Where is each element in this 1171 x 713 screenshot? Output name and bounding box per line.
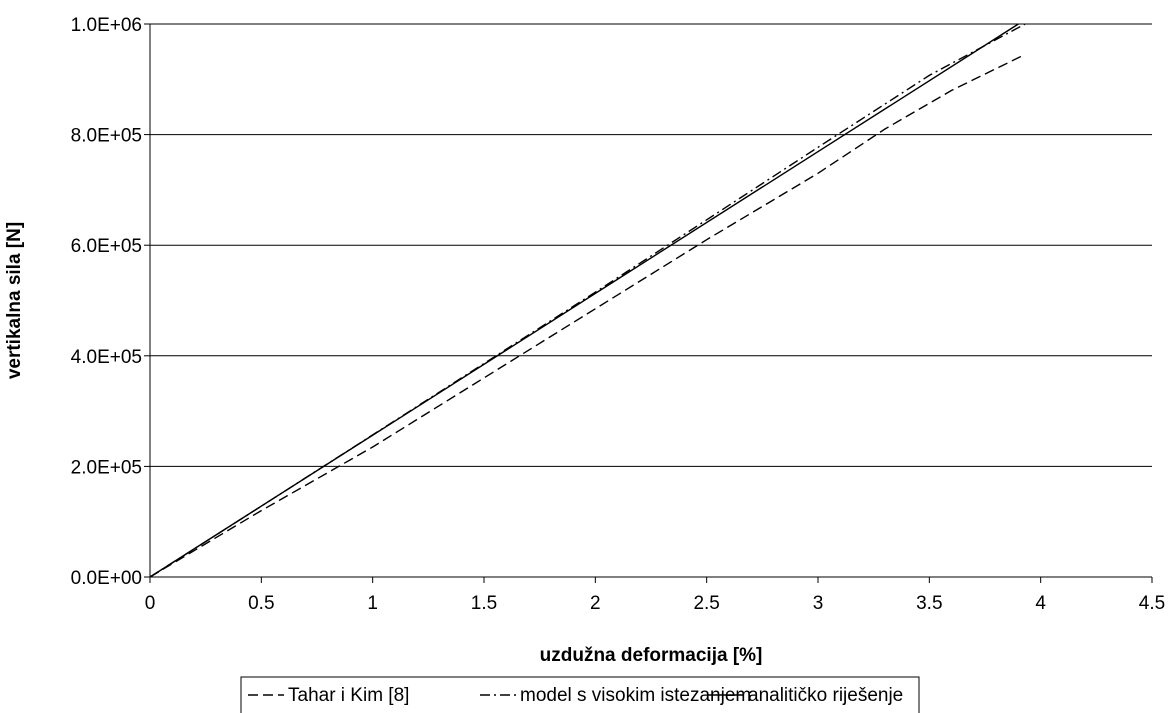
axes xyxy=(144,23,1153,583)
y-tick-label: 1.0E+06 xyxy=(71,15,142,36)
y-tick-label: 0.0E+00 xyxy=(71,568,142,589)
x-tick-label: 4 xyxy=(1035,593,1046,614)
legend-label-3: analitičko riješenje xyxy=(748,685,903,706)
tick-labels: 0.0E+00 2.0E+05 4.0E+05 6.0E+05 8.0E+05 1.0E+… xyxy=(71,15,1166,614)
x-tick-label: 1.5 xyxy=(471,593,497,614)
x-axis-title: uzdužna deformacija [%] xyxy=(540,645,763,666)
series-line-3 xyxy=(149,23,1019,578)
x-tick-label: 0.5 xyxy=(248,593,274,614)
x-tick-label: 3 xyxy=(813,593,824,614)
y-tick-label: 6.0E+05 xyxy=(71,236,142,257)
y-axis-title: vertikalna sila [N] xyxy=(4,222,25,379)
legend: Tahar i Kim [8] model s visokim istezanje… xyxy=(240,676,920,713)
x-tick-label: 3.5 xyxy=(916,593,942,614)
legend-label-2: model s visokim istezanjem xyxy=(520,685,751,706)
series-line-1 xyxy=(149,53,1026,578)
plot-lines xyxy=(149,23,1026,578)
legend-label-1: Tahar i Kim [8] xyxy=(288,685,409,706)
x-tick-label: 2.5 xyxy=(693,593,719,614)
y-tick-label: 2.0E+05 xyxy=(71,457,142,478)
x-tick-label: 2 xyxy=(590,593,601,614)
x-tick-label: 4.5 xyxy=(1139,593,1165,614)
gridlines xyxy=(150,23,1152,467)
x-tick-label: 0 xyxy=(145,593,156,614)
y-tick-label: 4.0E+05 xyxy=(71,347,142,368)
y-tick-label: 8.0E+05 xyxy=(71,126,142,147)
legend-box xyxy=(240,676,920,713)
x-tick-label: 1 xyxy=(367,593,378,614)
